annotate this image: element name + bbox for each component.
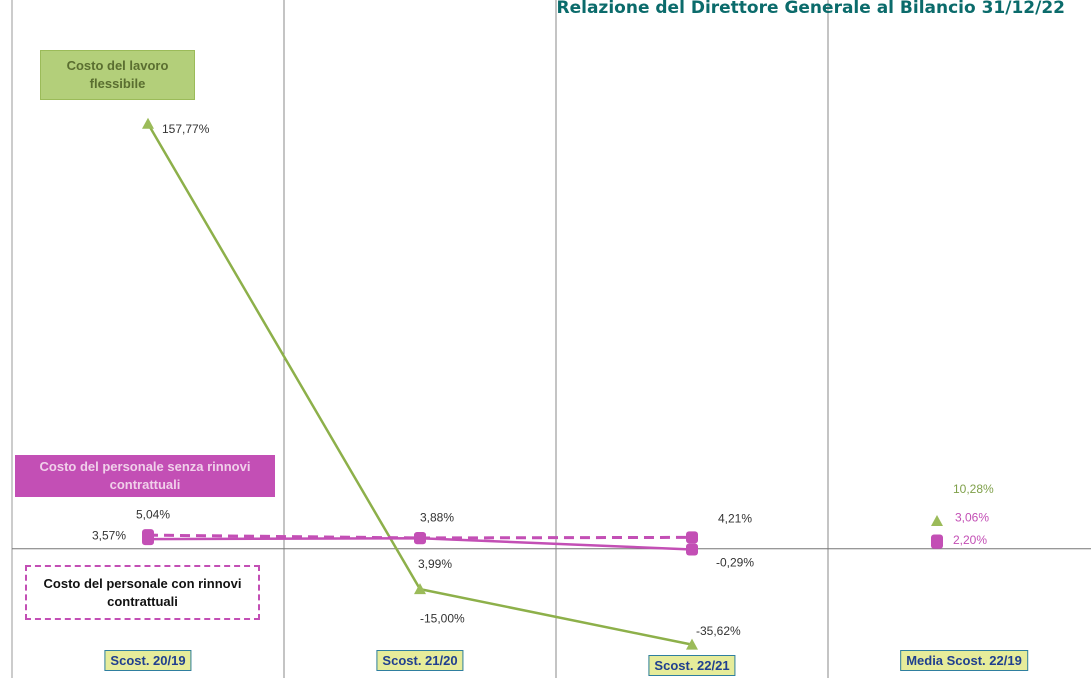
legend-entry: Costo del personale senza rinnovi contra… (15, 455, 275, 497)
marker (686, 531, 698, 544)
marker (686, 638, 698, 650)
data-label: 3,88% (420, 510, 454, 524)
data-label: 5,04% (136, 507, 170, 521)
data-label: 3,57% (92, 528, 126, 542)
x-tick-label: Media Scost. 22/19 (900, 650, 1028, 671)
marker (142, 529, 154, 542)
data-label: 10,28% (953, 482, 994, 496)
data-label: 3,99% (418, 557, 452, 571)
data-label: -0,29% (716, 556, 754, 570)
data-label: 3,06% (955, 511, 989, 525)
data-label: -15,00% (420, 611, 465, 625)
data-label: 157,77% (162, 122, 210, 136)
data-label: -35,62% (696, 624, 741, 638)
chart-title: Relazione del Direttore Generale al Bila… (556, 0, 1065, 18)
x-tick-label: Scost. 21/20 (376, 650, 464, 671)
marker (686, 543, 698, 556)
marker (414, 583, 426, 595)
x-tick-label: Scost. 20/19 (104, 650, 192, 671)
marker (142, 117, 154, 129)
marker (931, 515, 943, 527)
x-tick-label: Scost. 22/21 (648, 655, 736, 676)
data-label: 2,20% (953, 533, 987, 547)
data-label: 4,21% (718, 512, 752, 526)
marker (931, 534, 943, 547)
marker (414, 531, 426, 544)
legend-entry: Costo del personale con rinnovi contratt… (25, 565, 260, 620)
legend-entry: Costo del lavoro flessibile (40, 50, 195, 100)
